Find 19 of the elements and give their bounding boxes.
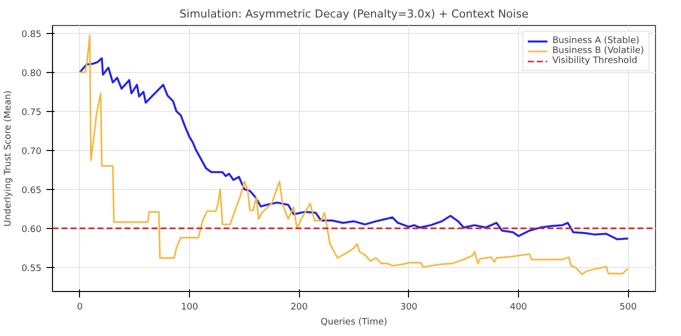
legend-label: Business A (Stable) [552, 36, 640, 46]
y-tick-label: 0.85 [21, 30, 42, 40]
y-tick-label: 0.80 [21, 68, 42, 79]
x-tick-label: 400 [510, 302, 528, 312]
x-tick-label: 200 [290, 302, 308, 312]
x-tick-label: 300 [400, 302, 418, 312]
x-tick-label: 0 [77, 302, 84, 312]
y-tick-label: 0.75 [21, 108, 42, 118]
x-axis-title: Queries (Time) [320, 318, 388, 328]
x-tick-label: 100 [180, 302, 198, 312]
y-tick-label: 0.55 [21, 264, 42, 274]
y-tick-label: 0.65 [21, 186, 42, 196]
legend-label: Business B (Volatile) [552, 46, 644, 56]
chart-title: Simulation: Asymmetric Decay (Penalty=3.0x) + Context Noise [180, 8, 529, 20]
y-axis-title: Underlying Trust Score (Mean) [3, 90, 14, 227]
y-tick-label: 0.70 [21, 146, 42, 157]
x-tick-label: 500 [620, 302, 637, 312]
legend-label: Visibility Threshold [552, 56, 638, 66]
y-tick-label: 0.60 [21, 224, 42, 235]
